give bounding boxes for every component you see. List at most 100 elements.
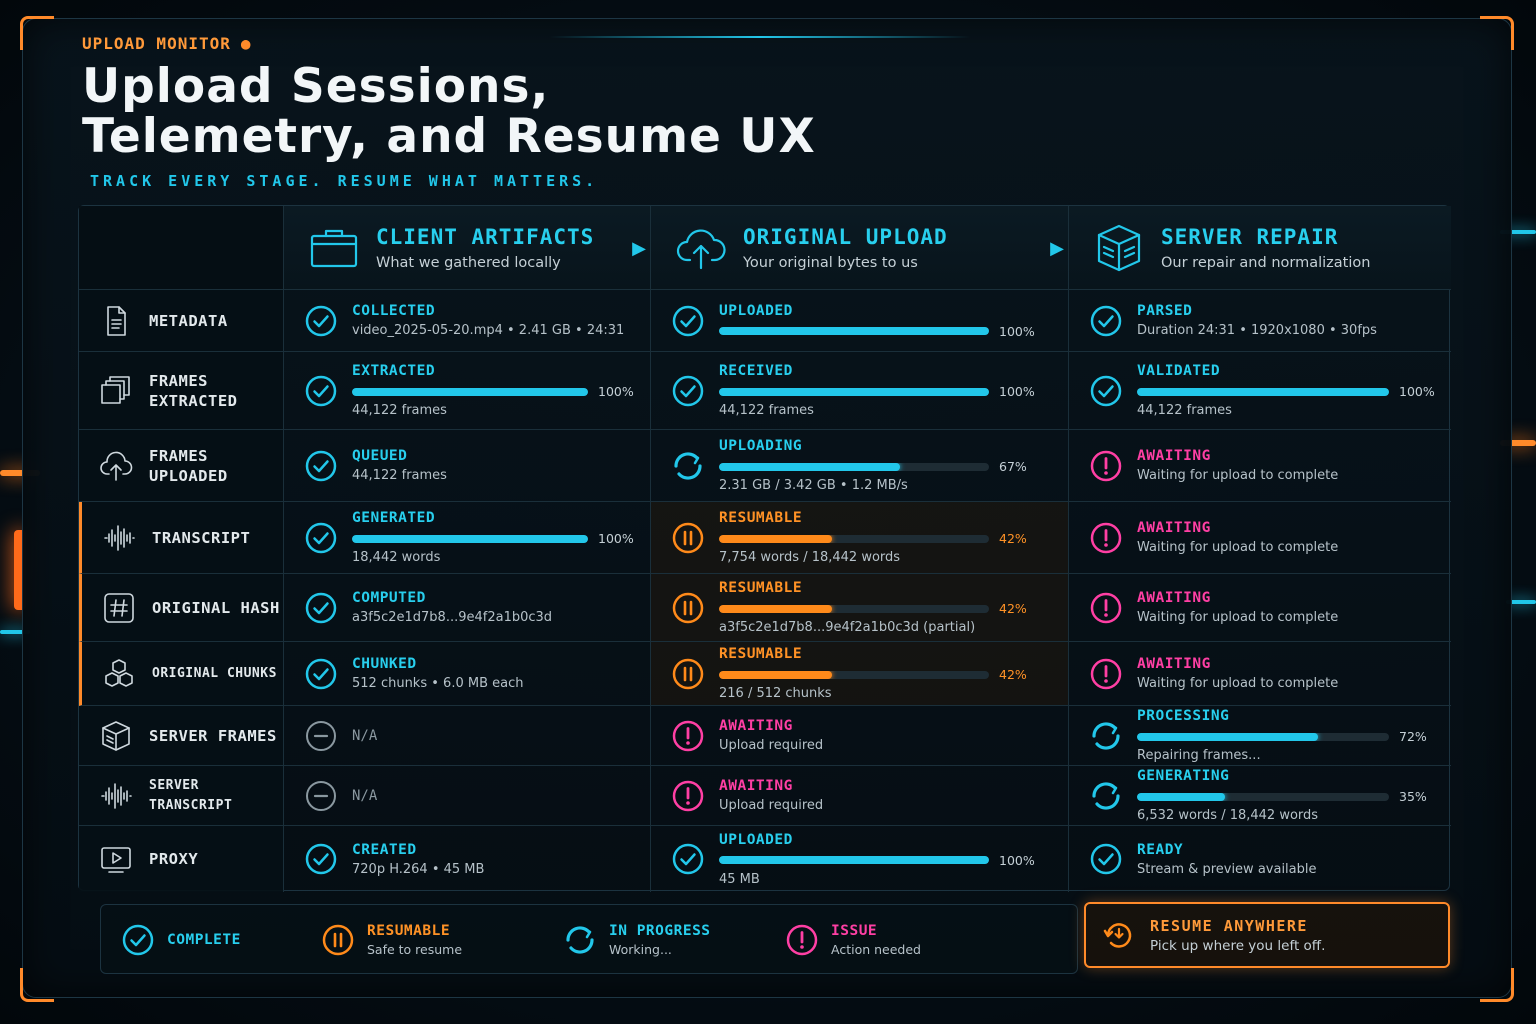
- progress-fill: [719, 534, 833, 543]
- status-label: QUEUED: [352, 448, 408, 464]
- row-label-text: SERVER TRANSCRIPT: [149, 776, 283, 816]
- row-label-text: SERVER FRAMES: [149, 726, 277, 746]
- progress-percent: 42%: [999, 601, 1027, 616]
- progress-fill: [1137, 792, 1226, 801]
- status-legend: COMPLETE RESUMABLE Safe to resume IN PROGRE…: [100, 904, 1078, 974]
- status-detail: Repairing frames...: [1137, 748, 1261, 763]
- page-title-line: Upload Sessions,: [82, 59, 550, 114]
- resume-anywhere-button[interactable]: RESUME ANYWHERE Pick up where you left o…: [1084, 902, 1450, 968]
- progress-percent: 72%: [1399, 729, 1427, 744]
- status-detail: 44,122 frames: [1137, 403, 1232, 418]
- row-label-text: ORIGINAL CHUNKS: [152, 664, 277, 684]
- row-label-line: FRAMES: [149, 446, 208, 465]
- progress-row: 100%: [1137, 384, 1437, 399]
- check-circle-icon: [305, 305, 337, 336]
- chevron-right-icon: ▶: [1050, 238, 1064, 259]
- status-label: VALIDATED: [1137, 363, 1221, 379]
- status-body: PROCESSING 72% Repairing frames...: [1137, 708, 1451, 763]
- progress-row: 100%: [719, 384, 1054, 399]
- status-body: COLLECTED video_2025-05-20.mp4 • 2.41 GB …: [352, 303, 650, 338]
- progress-bar: [719, 604, 989, 613]
- ambient-glow: [1500, 440, 1536, 446]
- row-label-line: METADATA: [149, 311, 228, 330]
- status-label: UPLOADED: [719, 302, 793, 319]
- page-title: Upload Sessions, Telemetry, and Resume U…: [82, 62, 816, 162]
- status-label: RESUMABLE: [719, 646, 803, 662]
- eyebrow: UPLOAD MONITOR ●: [82, 34, 252, 53]
- status-body: PARSED Duration 24:31 • 1920x1080 • 30fps: [1137, 303, 1451, 338]
- row-label-line: TRANSCRIPT: [152, 528, 251, 547]
- check-circle-icon: [305, 843, 337, 875]
- status-body: RESUMABLE 42% a3f5c2e1d7b8...9e4f2a1b0c3d …: [719, 580, 1068, 635]
- status-detail: Duration 24:31 • 1920x1080 • 30fps: [1137, 323, 1377, 338]
- status-cell: RESUMABLE 42% 216 / 512 chunks: [651, 642, 1069, 706]
- progress-row: 42%: [719, 601, 1054, 616]
- progress-fill: [719, 327, 989, 335]
- ambient-glow: [0, 470, 40, 476]
- status-body: EXTRACTED 100% 44,122 frames: [352, 363, 650, 418]
- column-header: ORIGINAL UPLOAD Your original bytes to us…: [651, 206, 1069, 290]
- server-box-icon: [1097, 224, 1141, 271]
- cloud-upload-icon: [676, 228, 726, 269]
- legend-text: RESUMABLE Safe to resume: [367, 923, 462, 957]
- frames-stack-icon: [101, 375, 130, 404]
- status-body: N/A: [352, 728, 650, 744]
- frame-corner: [20, 16, 54, 50]
- status-cell: AWAITING Waiting for upload to complete: [1069, 430, 1451, 502]
- header-corner: [79, 206, 284, 290]
- check-circle-icon: [305, 450, 337, 481]
- status-cell: AWAITING Waiting for upload to complete: [1069, 502, 1451, 574]
- row-label: PROXY: [79, 826, 284, 892]
- progress-fill: [719, 387, 989, 396]
- status-cell: GENERATED 100% 18,442 words: [284, 502, 651, 574]
- column-subtitle: Your original bytes to us: [743, 254, 918, 271]
- column-title: ORIGINAL UPLOAD: [743, 224, 948, 249]
- row-label-line: EXTRACTED: [149, 391, 238, 410]
- status-detail: Waiting for upload to complete: [1137, 468, 1339, 483]
- status-detail: video_2025-05-20.mp4 • 2.41 GB • 24:31: [352, 323, 625, 338]
- progress-fill: [719, 856, 989, 864]
- progress-row: 72%: [1137, 729, 1437, 744]
- check-circle-icon: [672, 305, 704, 336]
- play-icon: [101, 847, 131, 873]
- status-label: N/A: [352, 727, 378, 744]
- row-label-text: FRAMES EXTRACTED: [149, 371, 238, 411]
- column-header: CLIENT ARTIFACTS What we gathered locally…: [284, 206, 651, 290]
- hash-icon: [104, 592, 134, 623]
- progress-row: 42%: [719, 667, 1054, 682]
- legend-text: ISSUE Action needed: [831, 923, 921, 957]
- status-body: CHUNKED 512 chunks • 6.0 MB each: [352, 656, 650, 691]
- waveform-icon: [101, 782, 132, 809]
- status-label: RECEIVED: [719, 363, 793, 379]
- page-subtitle: TRACK EVERY STAGE. RESUME WHAT MATTERS.: [90, 172, 599, 190]
- alert-circle-icon: [786, 924, 818, 956]
- page-title-line: Telemetry, and Resume UX: [82, 109, 816, 164]
- progress-bar: [719, 670, 989, 679]
- check-circle-icon: [305, 592, 337, 623]
- check-circle-icon: [305, 375, 337, 406]
- pause-circle-icon: [672, 522, 704, 553]
- column-header-text: ORIGINAL UPLOAD Your original bytes to us: [743, 225, 948, 271]
- progress-row: 100%: [352, 531, 636, 546]
- status-body: AWAITING Waiting for upload to complete: [1137, 448, 1451, 483]
- legend-item: COMPLETE: [121, 905, 241, 975]
- frame-corner: [1480, 16, 1514, 50]
- status-detail: 6,532 words / 18,442 words: [1137, 808, 1319, 823]
- status-label: AWAITING: [1137, 520, 1211, 536]
- status-cell: UPLOADED 100%: [651, 290, 1069, 352]
- progress-row: 100%: [719, 324, 1054, 339]
- briefcase-icon: [310, 229, 358, 267]
- minus-circle-icon: [306, 780, 336, 811]
- status-label: AWAITING: [1137, 448, 1211, 464]
- status-detail: 216 / 512 chunks: [719, 686, 832, 701]
- status-body: AWAITING Upload required: [719, 718, 1068, 753]
- progress-bar: [719, 387, 989, 396]
- legend-item: IN PROGRESS Working...: [563, 905, 711, 975]
- row-label: SERVER FRAMES: [79, 706, 284, 766]
- progress-bar: [1137, 792, 1389, 801]
- status-body: QUEUED 44,122 frames: [352, 448, 650, 483]
- status-detail: Waiting for upload to complete: [1137, 676, 1339, 691]
- pause-circle-icon: [672, 592, 704, 623]
- status-label: CREATED: [352, 841, 417, 858]
- status-body: VALIDATED 100% 44,122 frames: [1137, 363, 1451, 418]
